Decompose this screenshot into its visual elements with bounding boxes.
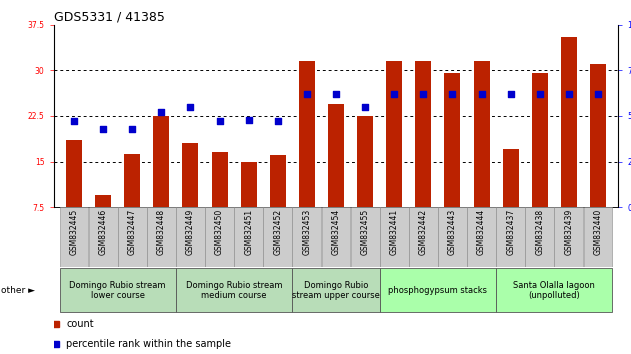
Bar <box>496 207 525 267</box>
Bar <box>409 207 438 267</box>
Text: count: count <box>66 319 94 329</box>
Point <box>331 91 341 97</box>
Bar <box>293 268 379 312</box>
Text: GSM832446: GSM832446 <box>98 209 108 255</box>
Bar <box>182 143 199 253</box>
Bar <box>293 207 321 267</box>
Bar <box>532 73 548 253</box>
Text: GSM832454: GSM832454 <box>331 209 341 255</box>
Bar <box>467 207 496 267</box>
Point <box>273 119 283 124</box>
Text: GSM832450: GSM832450 <box>215 209 224 255</box>
Bar <box>59 268 176 312</box>
Text: GSM832453: GSM832453 <box>302 209 311 255</box>
Text: other ►: other ► <box>1 286 35 295</box>
Point <box>476 91 487 97</box>
Text: GSM832448: GSM832448 <box>157 209 166 255</box>
Bar <box>240 161 257 253</box>
Text: GSM832449: GSM832449 <box>186 209 195 255</box>
Bar <box>415 61 432 253</box>
Bar <box>444 73 461 253</box>
Text: Santa Olalla lagoon
(unpolluted): Santa Olalla lagoon (unpolluted) <box>514 281 595 300</box>
Bar <box>380 207 409 267</box>
Bar <box>176 268 292 312</box>
Bar <box>176 207 205 267</box>
Bar <box>118 207 146 267</box>
Bar <box>270 155 286 253</box>
Point <box>360 104 370 110</box>
Bar <box>496 268 613 312</box>
Text: percentile rank within the sample: percentile rank within the sample <box>66 339 232 349</box>
Bar <box>380 268 496 312</box>
Point <box>156 109 167 115</box>
Point <box>505 91 516 97</box>
Bar <box>328 104 344 253</box>
Bar <box>66 140 82 253</box>
Point <box>98 126 108 132</box>
Bar <box>147 207 176 267</box>
Bar <box>59 207 88 267</box>
Text: GSM832441: GSM832441 <box>390 209 399 255</box>
Bar <box>503 149 519 253</box>
Bar <box>299 61 315 253</box>
Bar <box>322 207 350 267</box>
Bar <box>124 154 140 253</box>
Text: GSM832452: GSM832452 <box>273 209 282 255</box>
Bar <box>89 207 117 267</box>
Text: GDS5331 / 41385: GDS5331 / 41385 <box>54 11 165 24</box>
Point <box>564 91 574 97</box>
Bar <box>95 195 111 253</box>
Bar <box>438 207 467 267</box>
Bar <box>211 152 228 253</box>
Point <box>447 91 457 97</box>
Text: GSM832445: GSM832445 <box>69 209 78 255</box>
Bar <box>473 61 490 253</box>
Bar <box>561 37 577 253</box>
Point <box>389 91 399 97</box>
Bar <box>263 207 292 267</box>
Text: GSM832437: GSM832437 <box>506 209 515 255</box>
Text: GSM832439: GSM832439 <box>564 209 574 255</box>
Bar <box>590 64 606 253</box>
Point <box>215 119 225 124</box>
Text: phosphogypsum stacks: phosphogypsum stacks <box>389 286 487 295</box>
Bar <box>234 207 263 267</box>
Point <box>69 119 79 124</box>
Bar <box>584 207 613 267</box>
Bar <box>357 116 373 253</box>
Point <box>418 91 428 97</box>
Bar <box>526 207 554 267</box>
Bar <box>153 116 169 253</box>
Text: GSM832440: GSM832440 <box>594 209 603 255</box>
Point <box>593 91 603 97</box>
Text: Domingo Rubio stream
lower course: Domingo Rubio stream lower course <box>69 281 166 300</box>
Point <box>302 91 312 97</box>
Text: GSM832447: GSM832447 <box>127 209 137 255</box>
Point <box>534 91 545 97</box>
Text: GSM832455: GSM832455 <box>361 209 370 255</box>
Bar <box>555 207 583 267</box>
Text: Domingo Rubio
stream upper course: Domingo Rubio stream upper course <box>292 281 380 300</box>
Text: GSM832442: GSM832442 <box>419 209 428 255</box>
Bar <box>205 207 234 267</box>
Text: Domingo Rubio stream
medium course: Domingo Rubio stream medium course <box>186 281 282 300</box>
Bar <box>386 61 402 253</box>
Point <box>244 117 254 122</box>
Text: GSM832438: GSM832438 <box>535 209 545 255</box>
Point <box>127 126 138 132</box>
Text: GSM832451: GSM832451 <box>244 209 253 255</box>
Point <box>186 104 196 110</box>
Bar <box>351 207 379 267</box>
Text: GSM832443: GSM832443 <box>448 209 457 255</box>
Text: GSM832444: GSM832444 <box>477 209 486 255</box>
